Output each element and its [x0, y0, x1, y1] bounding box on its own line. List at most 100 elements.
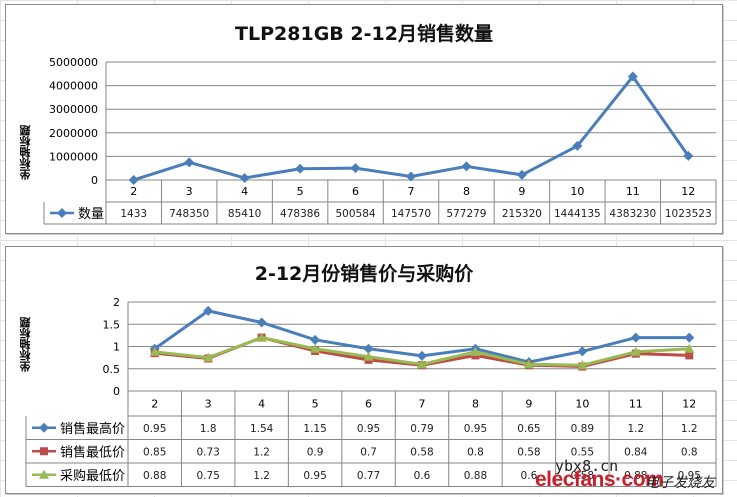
series-line: [133, 74, 690, 182]
x-tick-label: 12: [682, 398, 696, 411]
chart-sales-quantity[interactable]: TLP281GB 2-12月销售数量 坐标轴标题 5000000 4000000 3…: [5, 4, 723, 234]
x-tick-label: 10: [570, 185, 584, 198]
table-cell: 0.8: [681, 446, 698, 458]
table-cell: 0.88: [143, 470, 166, 482]
square-marker-icon: [40, 447, 48, 456]
diamond-marker-icon: [572, 140, 583, 151]
triangle-marker-icon: [523, 359, 534, 369]
table-cell: 0.6: [414, 470, 431, 482]
chart-title: 2-12月份销售价与采购价: [254, 263, 474, 285]
diamond-marker-icon: [630, 332, 641, 343]
table-cell: 0.58: [571, 470, 594, 482]
plot-area: 5000000 4000000 3000000 2000000 1000000 0 数量 14…: [43, 56, 717, 225]
triangle-marker-icon: [630, 346, 641, 356]
triangle-marker-icon: [203, 352, 214, 362]
table-cell: 147570: [391, 208, 431, 220]
table-cell: 1.2: [681, 423, 698, 435]
diamond-marker-icon: [184, 157, 195, 168]
table-cell: 0.85: [143, 446, 166, 458]
table-cell: 478386: [280, 208, 320, 220]
table-cell: 85410: [228, 208, 261, 220]
table-cell: 0.79: [410, 423, 433, 435]
diamond-marker-icon: [417, 350, 427, 361]
watermark-dianzifashaoyou: 电子发烧友: [645, 475, 715, 491]
table-cell: 0.55: [571, 446, 594, 458]
triangle-marker-icon: [363, 351, 374, 361]
diamond-marker-icon: [256, 317, 267, 328]
table-cell: 0.77: [357, 470, 380, 482]
table-cell: 0.65: [517, 423, 540, 435]
table-cell: 1.15: [303, 423, 326, 435]
diamond-marker-icon: [516, 169, 527, 180]
table-cell: 748350: [169, 208, 209, 220]
diamond-marker-icon: [683, 150, 694, 161]
y-tick-label: 2000000: [49, 127, 98, 140]
x-tick-label: 11: [626, 185, 640, 198]
diamond-marker-icon: [57, 208, 67, 218]
table-cell: 0.95: [357, 423, 380, 435]
table-cell: 4383230: [609, 208, 656, 220]
watermark-elecfans: elecfans·com: [535, 468, 664, 491]
y-tick-label: 0: [113, 385, 120, 398]
diamond-marker-icon: [203, 305, 214, 316]
y-tick-label: 1.5: [103, 318, 121, 331]
legend-label: 数量: [78, 207, 104, 222]
triangle-marker-icon: [684, 343, 695, 353]
x-tick-label: 7: [408, 185, 415, 198]
chart-price[interactable]: 2-12月份销售价与采购价 坐标轴标题 2 1.5 1 0.5 0 销售最高价 0.95 1.…: [5, 246, 723, 494]
table-cell: 1023523: [665, 208, 712, 220]
y-tick-label: 1: [113, 341, 120, 354]
triangle-marker-icon: [577, 360, 588, 370]
y-tick-label: 2: [113, 296, 120, 309]
table-cell: 0.84: [624, 446, 648, 458]
diamond-marker-icon: [627, 71, 638, 82]
y-tick-label: 0.5: [103, 363, 121, 376]
x-tick-label: 5: [297, 185, 304, 198]
diamond-marker-icon: [684, 332, 695, 343]
table-cell: 0.95: [464, 423, 487, 435]
x-tick-label: 3: [186, 185, 193, 198]
x-tick-label: 4: [258, 398, 265, 411]
table-cell: 215320: [502, 208, 542, 220]
x-tick-label: 2: [151, 398, 158, 411]
table-cell: 1.54: [250, 423, 274, 435]
table-cell: 1.2: [253, 470, 270, 482]
table-cell: 1444135: [554, 208, 601, 220]
table-cell: 1.8: [200, 423, 217, 435]
table-cell: 500584: [335, 208, 375, 220]
triangle-marker-icon: [39, 469, 49, 479]
table-cell: 0.89: [571, 423, 594, 435]
y-tick-label: 4000000: [49, 80, 98, 93]
x-tick-label: 4: [241, 185, 248, 198]
triangle-marker-icon: [256, 332, 267, 342]
triangle-marker-icon: [149, 346, 160, 356]
table-cell: 1.2: [627, 423, 644, 435]
table-cell: 0.73: [196, 446, 219, 458]
triangle-marker-icon: [470, 346, 481, 356]
diamond-marker-icon: [39, 422, 49, 433]
triangle-marker-icon: [417, 359, 427, 369]
x-tick-label: 6: [365, 398, 372, 411]
table-cell: 0.6: [521, 470, 538, 482]
table-cell: 0.58: [517, 446, 540, 458]
diamond-marker-icon: [577, 346, 588, 357]
y-tick-label: 0: [91, 174, 98, 187]
x-tick-label: 8: [463, 185, 470, 198]
legend-label: 采购最低价: [60, 468, 125, 484]
x-tick-label: 12: [681, 185, 695, 198]
x-tick-label: 9: [518, 185, 525, 198]
table-cell: 0.95: [143, 423, 166, 435]
x-tick-label: 11: [629, 398, 643, 411]
x-tick-label: 7: [419, 398, 426, 411]
square-marker-icon: [685, 351, 694, 360]
y-tick-label: 3000000: [49, 103, 98, 116]
x-tick-label: 2: [130, 185, 137, 198]
x-tick-label: 9: [525, 398, 532, 411]
legend-label: 销售最高价: [60, 421, 125, 437]
table-cell: 0.58: [410, 446, 433, 458]
x-tick-label: 6: [352, 185, 359, 198]
chart-title: TLP281GB 2-12月销售数量: [235, 23, 493, 45]
table-cell: 0.75: [196, 470, 219, 482]
table-cell: 0.95: [678, 470, 701, 482]
diamond-marker-icon: [406, 171, 416, 182]
